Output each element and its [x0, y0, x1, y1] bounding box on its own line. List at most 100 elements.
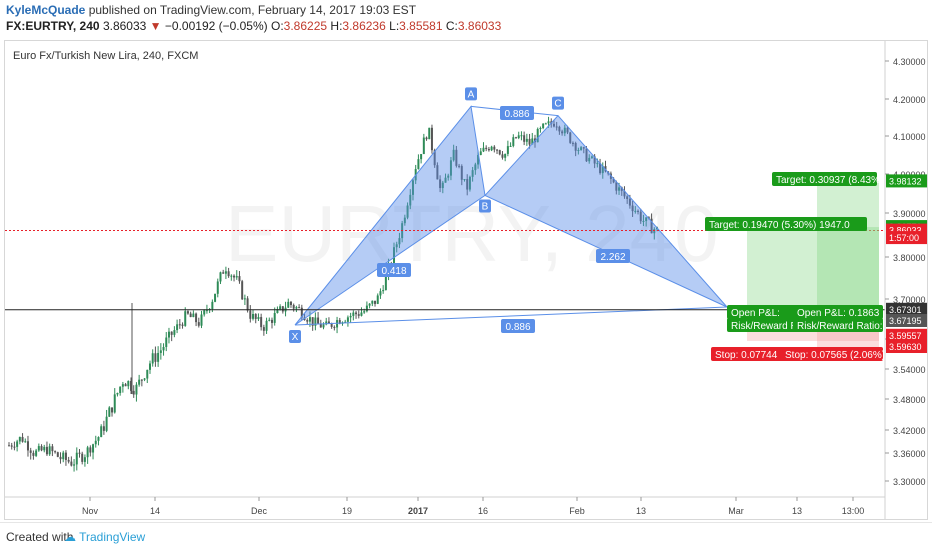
candle-body — [376, 295, 379, 304]
time-axis[interactable]: Nov 14 Dec 19 2017 16 Feb 13 Mar 13 13:00 — [82, 497, 864, 516]
ratio-label: 2.262 — [600, 252, 625, 263]
candle-body — [10, 445, 13, 447]
harmonic-pattern[interactable]: X A B C 0.418 0.886 2.262 0.886 — [289, 87, 728, 343]
candle-body — [552, 123, 555, 127]
ratio-label: 0.886 — [505, 322, 530, 333]
candle-body — [132, 390, 135, 395]
candle-body — [32, 452, 35, 456]
candle-body — [40, 446, 43, 451]
y-tick-label: 3.48000 — [893, 395, 926, 405]
candle-body — [45, 446, 48, 455]
ratio-badge — [501, 319, 535, 333]
candle-body — [346, 317, 349, 322]
y-tick-label: 3.70000 — [893, 295, 926, 305]
candle-body — [531, 138, 534, 145]
candle-body — [447, 175, 450, 178]
candle-body — [417, 159, 420, 170]
chart-area[interactable]: Euro Fx/Turkish New Lira, 240, FXCM EURT… — [4, 40, 928, 520]
candle-body — [108, 407, 111, 417]
open-pnl-label: Open P&L: 0.1863 — [797, 308, 880, 319]
close-label: C: — [445, 19, 458, 33]
candle-body — [650, 218, 653, 234]
author-link[interactable]: KyleMcQuade — [6, 3, 86, 17]
risk-reward-label: Risk/Reward R — [731, 321, 798, 332]
y-tick-label: 4.30000 — [893, 57, 926, 67]
candle-body — [157, 352, 160, 362]
chart-header: KyleMcQuade published on TradingView.com… — [0, 0, 932, 36]
candle-body — [86, 447, 89, 458]
price-label-bg — [886, 231, 927, 245]
candle-body — [26, 441, 29, 451]
brand-name: TradingView — [79, 530, 146, 544]
candle-body — [468, 176, 471, 190]
position-tools[interactable]: Target: 0.19470 (5.30%) 1947.0 Target: 0.… — [5, 172, 891, 361]
candle-body — [230, 275, 233, 277]
candle-body — [599, 163, 602, 174]
candle-body — [135, 384, 138, 395]
publish-line: KyleMcQuade published on TradingView.com… — [6, 3, 416, 17]
candle-body — [281, 306, 284, 312]
candle-body — [601, 166, 604, 174]
candle-body — [509, 145, 512, 147]
candle-body — [566, 127, 569, 133]
candle-body — [197, 322, 200, 326]
candle-body — [18, 436, 21, 442]
candle-body — [357, 314, 360, 316]
candle-body — [270, 319, 273, 323]
candle-body — [216, 281, 219, 294]
candle-body — [219, 272, 222, 282]
x-tick-label: Feb — [569, 506, 585, 516]
x-tick-label: 14 — [150, 506, 160, 516]
candle-body — [146, 369, 149, 379]
x-tick-label: 13:00 — [842, 506, 865, 516]
candle-body — [471, 170, 474, 177]
candle-body — [525, 138, 528, 142]
x-tick-label: Nov — [82, 506, 99, 516]
candle-body — [593, 156, 596, 164]
y-tick-label: 4.20000 — [893, 95, 926, 105]
candle-body — [433, 150, 436, 166]
candle-body — [327, 321, 330, 324]
candle-body — [563, 127, 566, 134]
target-label-bg — [772, 172, 877, 186]
candle-body — [154, 353, 157, 362]
candle-body — [384, 274, 387, 291]
x-tick-label: Mar — [728, 506, 744, 516]
candle-body — [398, 238, 401, 245]
candle-body — [13, 446, 16, 448]
price-chart[interactable]: Euro Fx/Turkish New Lira, 240, FXCM EURT… — [5, 41, 927, 519]
candle-body — [466, 179, 469, 190]
candle-body — [325, 321, 328, 325]
candle-body — [411, 180, 414, 195]
target-label-bg — [705, 217, 867, 231]
candle-body — [73, 464, 76, 466]
candle-body — [639, 211, 642, 222]
candle-body — [460, 166, 463, 180]
candle-body — [119, 386, 122, 394]
candle-body — [89, 447, 92, 453]
x-tick-label: 13 — [792, 506, 802, 516]
pattern-point-badge — [552, 96, 564, 110]
candle-body — [561, 131, 564, 134]
candle-body — [379, 291, 382, 296]
y-tick-label: 3.30000 — [893, 477, 926, 487]
candle-body — [252, 313, 255, 319]
candle-body — [428, 127, 431, 140]
candle-body — [360, 312, 363, 316]
candle-body — [48, 446, 51, 455]
candle-body — [382, 290, 385, 292]
price-axis[interactable]: 4.300004.200004.100004.000003.900003.800… — [885, 57, 926, 487]
y-tick-label: 3.90000 — [893, 209, 926, 219]
candle-body — [173, 330, 176, 335]
down-arrow-icon: ▼ — [149, 19, 162, 33]
candle-body — [520, 135, 523, 137]
tradingview-logo[interactable]: ☁ TradingView — [64, 530, 145, 544]
candle-body — [409, 194, 412, 206]
candle-body — [127, 381, 130, 387]
open-pnl-label: Open P&L: — [731, 308, 780, 319]
candle-body — [165, 337, 168, 348]
candle-body — [458, 165, 461, 167]
candle-body — [138, 379, 141, 385]
candle-body — [479, 151, 482, 156]
y-tick-label: 3.36000 — [893, 449, 926, 459]
